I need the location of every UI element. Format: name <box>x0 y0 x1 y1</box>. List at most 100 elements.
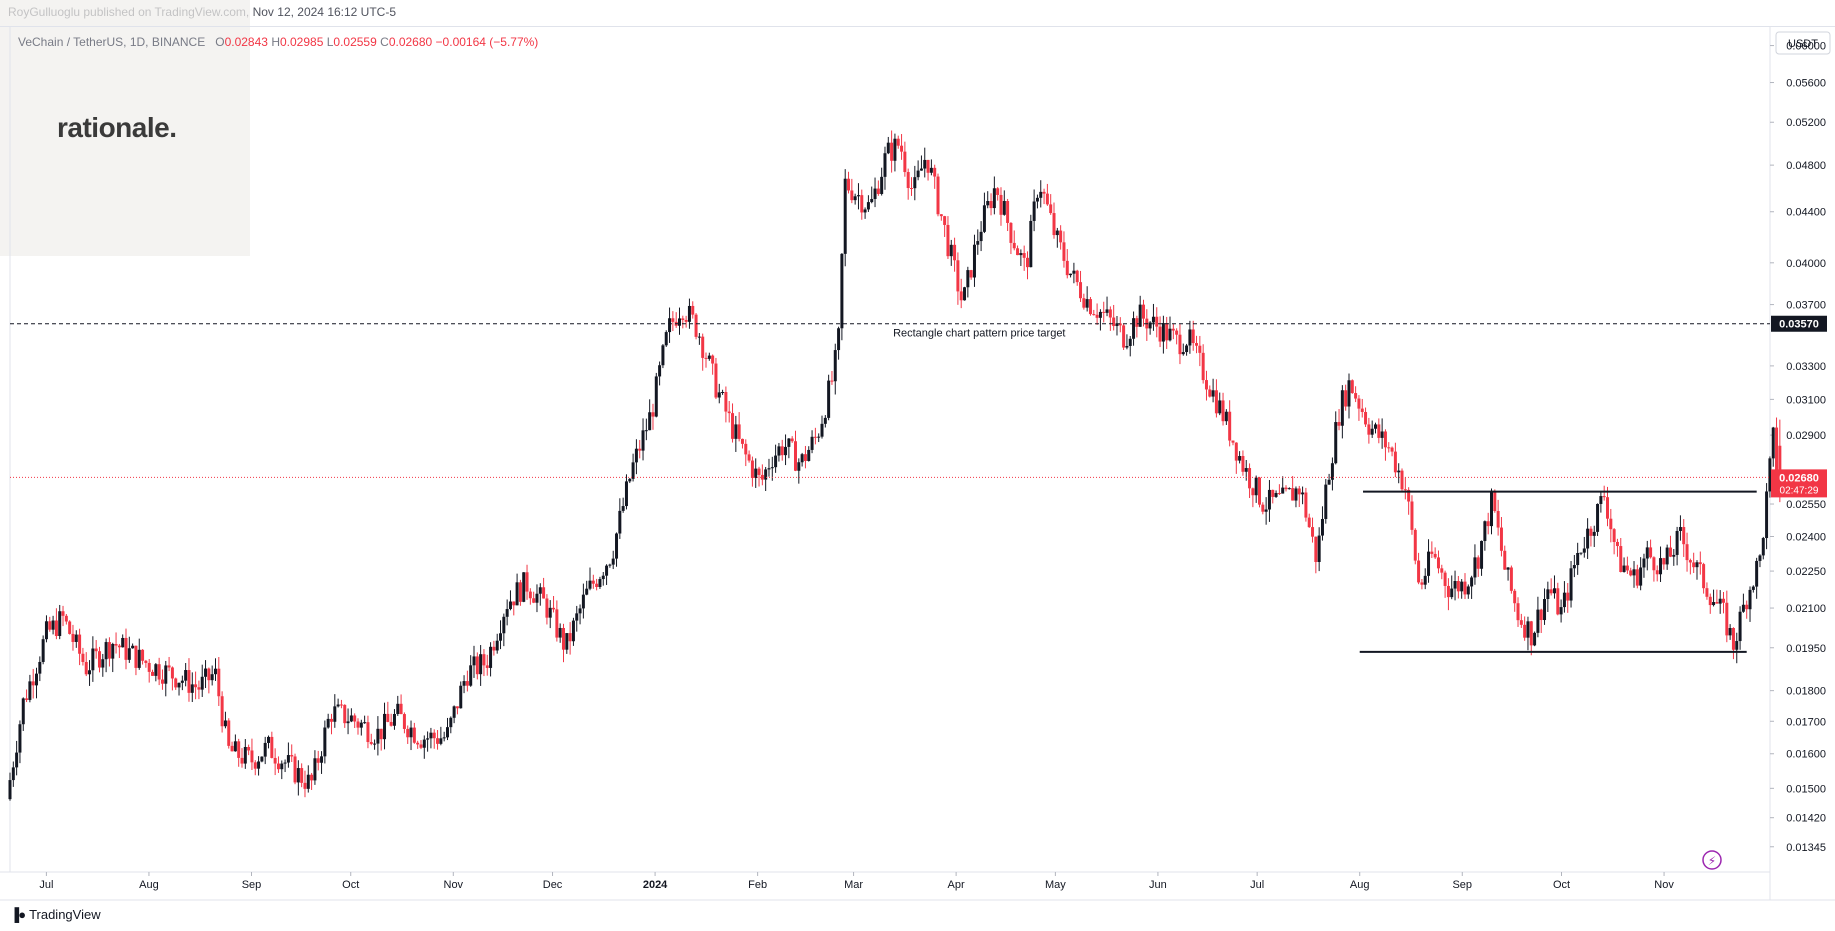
symbol-legend[interactable]: VeChain / TetherUS, 1D, BINANCE O0.02843… <box>18 35 538 49</box>
candle-body <box>197 687 201 690</box>
candle-body <box>28 681 32 700</box>
candle-body <box>1655 570 1659 575</box>
candle-body <box>1619 546 1623 572</box>
candle-body <box>329 718 333 722</box>
price-tick-label: 0.03300 <box>1786 361 1826 373</box>
candle-body <box>953 244 957 261</box>
candle-body <box>1387 447 1391 449</box>
candle-body <box>363 722 367 724</box>
candle-body <box>396 703 400 714</box>
candle-body <box>621 506 625 511</box>
symbol-name: VeChain / TetherUS, 1D, BINANCE <box>18 35 206 49</box>
candle-body <box>1761 538 1765 556</box>
candle-body <box>890 142 894 161</box>
candle-body <box>830 380 834 382</box>
candle-body <box>946 224 950 257</box>
candle-body <box>200 676 204 690</box>
candle-body <box>392 713 396 726</box>
candle-body <box>21 698 25 725</box>
candle-body <box>671 318 675 322</box>
candle-body <box>1204 380 1208 390</box>
candle-body <box>369 742 373 744</box>
price-tick-label: 0.05600 <box>1786 78 1826 90</box>
candle-body <box>1254 477 1258 496</box>
candle-body <box>1529 621 1533 646</box>
candle-body <box>1198 345 1202 353</box>
candle-body <box>1228 411 1232 441</box>
candle-body <box>104 642 108 660</box>
candle-body <box>1002 201 1006 215</box>
candle-body <box>770 467 774 469</box>
candle-body <box>88 670 92 675</box>
candle-body <box>499 633 503 641</box>
candle-body <box>1596 503 1600 532</box>
candle-body <box>1191 329 1195 344</box>
candle-body <box>1678 527 1682 531</box>
price-tick-label: 0.01700 <box>1786 716 1826 728</box>
candle-body <box>286 755 290 763</box>
ohlc-change: −0.00164 (−5.77%) <box>435 35 539 49</box>
candle-body <box>1423 575 1427 585</box>
candle-body <box>412 727 416 743</box>
candle-body <box>1639 567 1643 586</box>
candle-body <box>863 209 867 213</box>
candle-body <box>1516 603 1520 621</box>
candle-body <box>1579 552 1583 554</box>
candle-body <box>1755 560 1759 587</box>
ohlc-close-key: C <box>380 35 389 49</box>
candle-body <box>1069 273 1073 276</box>
candle-body <box>1248 468 1252 489</box>
candle-body <box>1297 488 1301 495</box>
candle-body <box>843 178 847 254</box>
candle-body <box>784 446 788 456</box>
candle-body <box>992 188 996 209</box>
candle-body <box>1483 521 1487 541</box>
candle-body <box>1035 197 1039 202</box>
time-tick-label: Nov <box>1654 879 1674 891</box>
candle-body <box>1370 428 1374 435</box>
candle-body <box>449 717 453 728</box>
flash-icon[interactable] <box>1702 850 1722 870</box>
candle-body <box>1652 557 1656 571</box>
candle-body <box>54 620 58 636</box>
candle-body <box>1301 492 1305 495</box>
candle-body <box>1407 489 1411 502</box>
candle-body <box>81 653 85 662</box>
candle-body <box>608 564 612 566</box>
candle-body <box>1543 598 1547 621</box>
candle-body <box>1599 496 1603 504</box>
candle-body <box>313 758 317 781</box>
price-tick-label: 0.05200 <box>1786 117 1826 129</box>
candle-body <box>207 668 211 681</box>
candle-body <box>74 634 78 642</box>
candle-body <box>336 704 340 707</box>
candle-body <box>1314 536 1318 562</box>
candle-body <box>1181 352 1185 355</box>
candle-body <box>240 757 244 764</box>
candle-body <box>578 608 582 614</box>
candle-body <box>1155 316 1159 327</box>
candle-body <box>721 392 725 394</box>
candle-body <box>1480 540 1484 569</box>
candle-body <box>668 318 672 333</box>
candle-body <box>827 380 831 418</box>
candle-body <box>1417 560 1421 583</box>
candle-body <box>91 648 95 671</box>
candle-body <box>1284 487 1288 490</box>
candle-body <box>1258 477 1261 505</box>
candle-body <box>1427 551 1431 576</box>
candle-body <box>1277 493 1281 495</box>
candle-body <box>177 682 181 688</box>
candle-body <box>1218 400 1222 414</box>
candle-body <box>174 678 178 688</box>
time-tick-label: May <box>1045 879 1066 891</box>
candle-body <box>929 167 933 173</box>
candle-body <box>137 649 141 668</box>
candle-body <box>1195 343 1199 346</box>
candle-body <box>764 469 768 480</box>
candle-body <box>1625 565 1629 571</box>
candle-body <box>1592 531 1596 536</box>
tradingview-brand[interactable]: ▐● TradingView <box>10 907 101 922</box>
candle-body <box>1049 204 1053 214</box>
